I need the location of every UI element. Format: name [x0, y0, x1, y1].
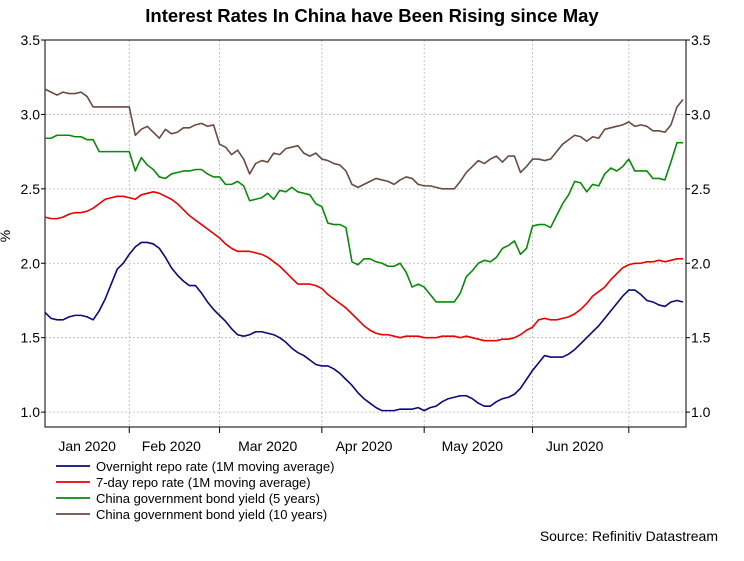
y-axis-left: 1.0 1.5 2.0 2.5 3.0 3.5	[21, 32, 45, 420]
y-axis-label: %	[0, 230, 13, 242]
series-lines	[44, 88, 684, 412]
legend-label-4: China government bond yield (10 years)	[96, 507, 327, 522]
series-line-2	[44, 191, 683, 342]
x-tick-label: Mar 2020	[238, 438, 297, 454]
chart-title: Interest Rates In China have Been Rising…	[145, 5, 599, 26]
x-tick-label: May 2020	[442, 438, 504, 454]
x-axis: Jan 2020 Feb 2020 Mar 2020 Apr 2020 May 2020…	[58, 438, 603, 454]
legend-label-2: 7-day repo rate (1M moving average)	[96, 475, 311, 490]
series-line-4	[44, 88, 684, 190]
legend-label-1: Overnight repo rate (1M moving average)	[96, 459, 334, 474]
y-tick-label-right: 1.5	[691, 330, 711, 346]
plot-area	[44, 39, 687, 428]
x-tick-label: Feb 2020	[142, 438, 201, 454]
y-tick-label-left: 1.0	[21, 404, 41, 420]
series-line-1	[44, 241, 684, 412]
x-tick-label: Jan 2020	[58, 438, 116, 454]
x-tick-label: Jun 2020	[546, 438, 604, 454]
y-axis-right: 1.0 1.5 2.0 2.5 3.0 3.5	[686, 32, 711, 420]
y-tick-label-right: 1.0	[691, 404, 711, 420]
y-tick-label-right: 3.0	[691, 106, 711, 122]
y-tick-label-left: 3.5	[21, 32, 41, 48]
x-period-separators	[128, 427, 630, 433]
y-tick-label-left: 3.0	[21, 106, 41, 122]
source-note: Source: Refinitiv Datastream	[540, 528, 718, 544]
legend: Overnight repo rate (1M moving average)7…	[56, 459, 334, 522]
y-tick-label-right: 2.5	[691, 181, 711, 197]
y-tick-label-left: 2.0	[21, 255, 41, 271]
x-tick-label: Apr 2020	[336, 438, 393, 454]
gridlines	[45, 39, 686, 427]
y-tick-label-left: 2.5	[21, 181, 41, 197]
series-line-3	[45, 134, 683, 303]
y-tick-label-right: 3.5	[691, 32, 711, 48]
y-tick-label-left: 1.5	[21, 330, 41, 346]
legend-label-3: China government bond yield (5 years)	[96, 491, 320, 506]
y-tick-label-right: 2.0	[691, 255, 711, 271]
